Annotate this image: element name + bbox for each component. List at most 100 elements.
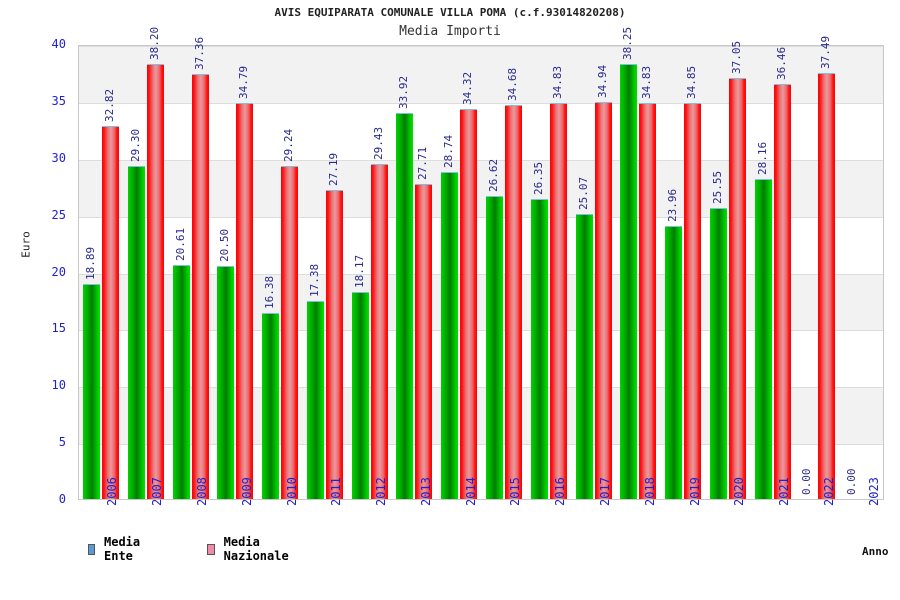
bar-value-label: 26.62 bbox=[487, 159, 500, 193]
gridline bbox=[79, 387, 883, 389]
bar-media-ente-2016[interactable] bbox=[530, 199, 548, 499]
bar-value-label: 20.61 bbox=[173, 227, 187, 261]
bar-value-label: 28.16 bbox=[755, 141, 769, 175]
bar-media-ente-2012[interactable] bbox=[351, 292, 369, 499]
x-axis-tick-label: 2018 bbox=[642, 477, 657, 506]
bar-group: 23.96 34.85 bbox=[661, 46, 706, 499]
chart-subtitle: Media Importi bbox=[399, 24, 501, 39]
bar-media-ente-2008[interactable] bbox=[172, 264, 190, 499]
gridline bbox=[79, 159, 883, 161]
bar-group: 28.16 36.46 bbox=[751, 46, 796, 499]
bar-value-label: 37.36 bbox=[192, 36, 206, 71]
bar-value-label: 29.30 bbox=[128, 128, 142, 162]
bar-value-label: 34.85 bbox=[685, 65, 699, 99]
bar-media-ente-2007[interactable] bbox=[127, 165, 145, 499]
bar-value-label: 18.89 bbox=[84, 247, 97, 281]
chart-title: AVIS EQUIPARATA COMUNALE VILLA POMA (c.f… bbox=[274, 6, 626, 19]
legend-item[interactable]: Media Ente bbox=[88, 535, 144, 563]
bar-media-ente-2011[interactable] bbox=[306, 301, 324, 499]
bar-media-nazionale-2012[interactable] bbox=[370, 164, 388, 499]
background-band bbox=[79, 46, 883, 103]
bar-media-ente-2009[interactable] bbox=[217, 265, 235, 499]
bar-media-nazionale-2016[interactable] bbox=[549, 102, 567, 499]
x-axis-tick-label: 2006 bbox=[105, 477, 120, 506]
bar-group: 20.50 34.79 bbox=[213, 46, 258, 499]
bar-media-nazionale-2006[interactable] bbox=[102, 125, 119, 499]
x-axis-tick-label: 2007 bbox=[150, 477, 165, 506]
y-axis-tick-label: 0 bbox=[58, 492, 66, 506]
background-bands bbox=[79, 46, 883, 499]
x-axis-tick-label: 2014 bbox=[463, 477, 478, 506]
bar-media-nazionale-2015[interactable] bbox=[505, 104, 522, 499]
bar-media-nazionale-2020[interactable] bbox=[728, 77, 746, 499]
bar-value-label: 25.55 bbox=[710, 171, 724, 205]
x-axis-tick-label: 2015 bbox=[508, 477, 523, 506]
bar-group: 26.35 34.83 bbox=[527, 46, 572, 499]
bar-value-label: 37.49 bbox=[819, 35, 833, 69]
y-axis-label: Euro bbox=[19, 231, 33, 258]
y-axis-tick-label: 15 bbox=[51, 321, 66, 336]
bar-media-ente-2020[interactable] bbox=[709, 208, 727, 499]
bar-media-ente-2014[interactable] bbox=[441, 172, 459, 499]
bar-group: 28.74 34.32 bbox=[437, 46, 482, 499]
y-axis-tick-label: 5 bbox=[58, 435, 66, 450]
bar-media-ente-2018[interactable] bbox=[620, 63, 638, 499]
x-axis-tick-label: 2016 bbox=[553, 477, 568, 506]
y-axis-tick-label: 25 bbox=[51, 207, 66, 222]
y-axis-tick-label: 40 bbox=[51, 37, 66, 51]
bar-media-nazionale-2013[interactable] bbox=[415, 183, 433, 499]
bar-value-label: 0.00 bbox=[845, 468, 859, 496]
bar-media-ente-2015[interactable] bbox=[486, 196, 503, 499]
x-axis-tick-label: 2011 bbox=[329, 477, 344, 506]
background-band bbox=[79, 387, 883, 445]
bar-value-label: 34.94 bbox=[595, 64, 609, 98]
bar-media-ente-2017[interactable] bbox=[575, 213, 593, 499]
x-axis-tick-label: 2012 bbox=[374, 477, 389, 506]
legend-label: Media Ente bbox=[104, 535, 141, 563]
bar-value-label: 27.19 bbox=[326, 152, 340, 186]
bar-value-label: 34.32 bbox=[461, 71, 475, 105]
bar-media-nazionale-2019[interactable] bbox=[684, 102, 702, 499]
bar-group: 17.38 27.19 bbox=[303, 46, 348, 499]
bar-value-label: 34.68 bbox=[506, 67, 519, 101]
bar-media-nazionale-2014[interactable] bbox=[460, 108, 478, 499]
bar-group: 18.17 29.43 bbox=[348, 46, 393, 499]
x-axis-tick-label: 2008 bbox=[194, 477, 209, 506]
bar-media-nazionale-2021[interactable] bbox=[773, 84, 791, 499]
y-axis-tick-label: 35 bbox=[51, 93, 66, 108]
y-axis-tick-label: 10 bbox=[51, 378, 66, 393]
gridline bbox=[79, 102, 883, 104]
bar-value-label: 32.82 bbox=[103, 88, 116, 122]
bar-media-ente-2010[interactable] bbox=[262, 312, 280, 499]
bar-group: 25.55 37.05 bbox=[706, 40, 751, 499]
y-axis-tick-label: 20 bbox=[51, 264, 66, 279]
bar-media-nazionale-2018[interactable] bbox=[639, 102, 657, 499]
bar-group: 0.00 37.49 bbox=[795, 35, 840, 499]
x-axis-tick-label: 2020 bbox=[732, 477, 747, 506]
bar-media-nazionale-2007[interactable] bbox=[146, 64, 164, 499]
bar-value-label: 38.25 bbox=[621, 26, 635, 60]
bar-media-nazionale-2011[interactable] bbox=[325, 189, 343, 499]
bar-media-ente-2019[interactable] bbox=[665, 226, 683, 499]
bar-media-nazionale-2010[interactable] bbox=[281, 166, 299, 499]
x-axis-tick-label: 2017 bbox=[597, 477, 612, 506]
x-axis-tick-label: 2009 bbox=[239, 477, 254, 506]
legend-item[interactable]: Media Nazionale bbox=[207, 535, 292, 563]
bar-value-label: 28.74 bbox=[442, 134, 456, 169]
bar-media-ente-2013[interactable] bbox=[396, 113, 414, 499]
gridline bbox=[79, 444, 883, 446]
bar-media-ente-2021[interactable] bbox=[754, 178, 772, 499]
bar-media-nazionale-2008[interactable] bbox=[191, 74, 209, 499]
bar-media-ente-2006[interactable] bbox=[83, 284, 100, 499]
bar-value-label: 29.24 bbox=[282, 129, 296, 163]
bar-value-label: 23.96 bbox=[666, 189, 680, 223]
bar-group: 16.38 29.24 bbox=[258, 46, 303, 499]
bar-media-nazionale-2017[interactable] bbox=[594, 101, 612, 499]
bar-media-nazionale-2009[interactable] bbox=[236, 103, 254, 499]
bar-value-label: 38.20 bbox=[147, 27, 161, 61]
x-axis-label: Anno bbox=[862, 545, 889, 558]
background-band bbox=[79, 159, 883, 217]
bar-media-nazionale-2022[interactable] bbox=[818, 72, 836, 499]
bar-value-label: 26.35 bbox=[531, 162, 545, 196]
